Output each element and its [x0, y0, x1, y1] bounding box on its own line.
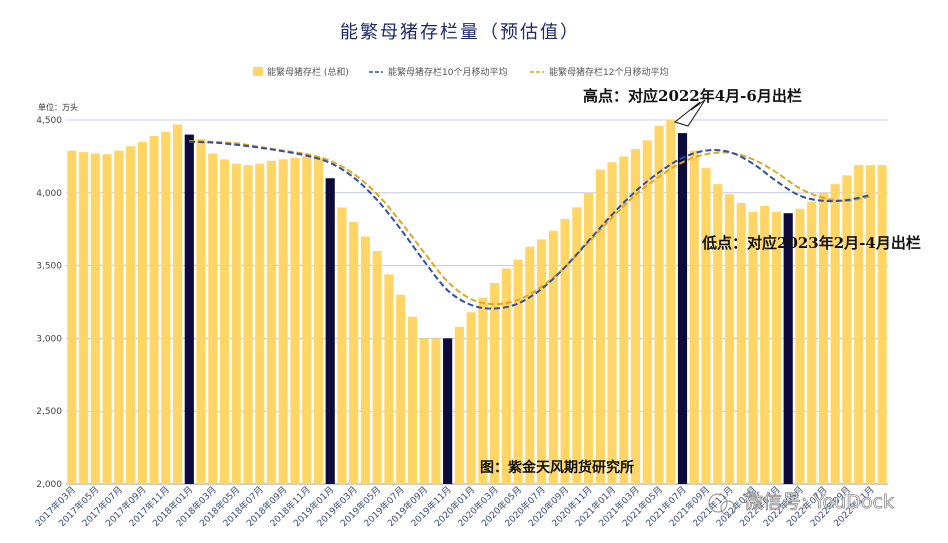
bar	[760, 205, 770, 485]
bar-highlight	[443, 338, 453, 484]
bar	[278, 159, 288, 484]
watermark: 微信号: YouDock	[708, 491, 894, 516]
bar	[607, 162, 617, 484]
bar	[537, 239, 547, 484]
y-tick-label: 2,000	[36, 480, 62, 490]
bar	[842, 175, 852, 484]
ma10-line	[189, 140, 871, 310]
bar	[231, 163, 241, 484]
y-tick-label: 3,500	[36, 262, 62, 272]
unit-label: 单位：万头	[38, 102, 78, 112]
bar	[349, 221, 359, 485]
legend-label-ma12: 能繁母猪存栏12个月移动平均	[549, 66, 668, 78]
bar	[196, 138, 206, 485]
bar	[79, 152, 89, 485]
y-tick-label: 4,000	[36, 189, 62, 199]
bar	[466, 312, 476, 484]
bar	[454, 326, 464, 484]
y-tick-label: 3,000	[36, 334, 62, 344]
bar-highlight	[783, 213, 793, 484]
bar	[642, 140, 652, 484]
bar	[513, 259, 523, 484]
moving-average-lines	[189, 140, 871, 310]
bar	[149, 136, 159, 485]
legend-swatch-bar	[253, 67, 263, 76]
bar	[525, 246, 535, 484]
bar-highlight	[184, 134, 194, 484]
bar	[548, 230, 558, 484]
source-note: 图：紫金天风期货研究所	[480, 459, 634, 476]
bar	[219, 159, 230, 484]
bar	[748, 211, 758, 484]
bar	[407, 316, 417, 484]
bar	[560, 219, 570, 484]
bar	[337, 207, 347, 485]
annotation-low: 低点：对应2023年2月-4月出栏	[701, 234, 921, 252]
bar	[795, 208, 805, 485]
bar	[713, 184, 723, 484]
bar	[583, 192, 594, 485]
bar	[161, 131, 171, 484]
bar	[431, 338, 441, 484]
bar	[572, 207, 582, 485]
bar	[419, 338, 429, 484]
legend-label-ma10: 能繁母猪存栏10个月移动平均	[388, 66, 507, 78]
bar	[243, 165, 253, 485]
y-tick-label: 4,500	[36, 116, 62, 126]
bar	[501, 268, 511, 484]
bar	[67, 150, 77, 485]
wechat-icon-bubble	[720, 500, 736, 516]
bar	[666, 120, 676, 484]
bar	[877, 165, 887, 485]
bar	[490, 283, 500, 484]
bar	[630, 149, 641, 484]
bar	[654, 125, 664, 484]
bar	[619, 156, 629, 484]
bar	[114, 150, 124, 485]
bar	[266, 160, 277, 484]
bar	[736, 202, 746, 484]
bar	[830, 184, 840, 484]
bars	[67, 120, 887, 485]
y-axis-ticks: 2,000 2,500 3,000 3,500 4,000 4,500	[36, 116, 62, 490]
bar	[126, 146, 136, 484]
bar-highlight	[677, 133, 688, 484]
chart-title: 能繁母猪存栏量（预估值）	[340, 22, 580, 43]
bar	[255, 163, 265, 484]
bar	[724, 194, 735, 485]
bar	[818, 192, 828, 485]
watermark-text: 微信号: YouDock	[744, 491, 894, 513]
bar	[771, 211, 782, 484]
y-tick-label: 2,500	[36, 407, 62, 417]
bar	[137, 141, 147, 484]
annotation-high: 高点：对应2022年4月-6月出栏	[583, 87, 802, 105]
lightning-callout-icon	[673, 99, 706, 127]
bar	[372, 251, 382, 484]
bar	[396, 294, 406, 484]
bar	[313, 157, 324, 484]
bar	[172, 124, 183, 485]
bar	[302, 156, 312, 484]
legend-label-bar: 能繁母猪存栏 (总和)	[267, 66, 349, 78]
bar	[360, 236, 371, 484]
bar	[807, 201, 817, 484]
bar-highlight	[325, 178, 335, 485]
bar	[102, 154, 112, 484]
bar	[701, 168, 711, 484]
bar	[865, 165, 875, 485]
bar	[290, 157, 300, 484]
bar	[689, 150, 699, 485]
bar	[478, 297, 488, 484]
bar	[90, 153, 100, 484]
bar	[595, 169, 605, 484]
legend: 能繁母猪存栏 (总和) 能繁母猪存栏10个月移动平均 能繁母猪存栏12个月移动平…	[253, 66, 668, 78]
wechat-icon	[708, 493, 728, 513]
bar	[208, 153, 218, 484]
bar	[854, 165, 864, 485]
bar	[384, 274, 394, 484]
